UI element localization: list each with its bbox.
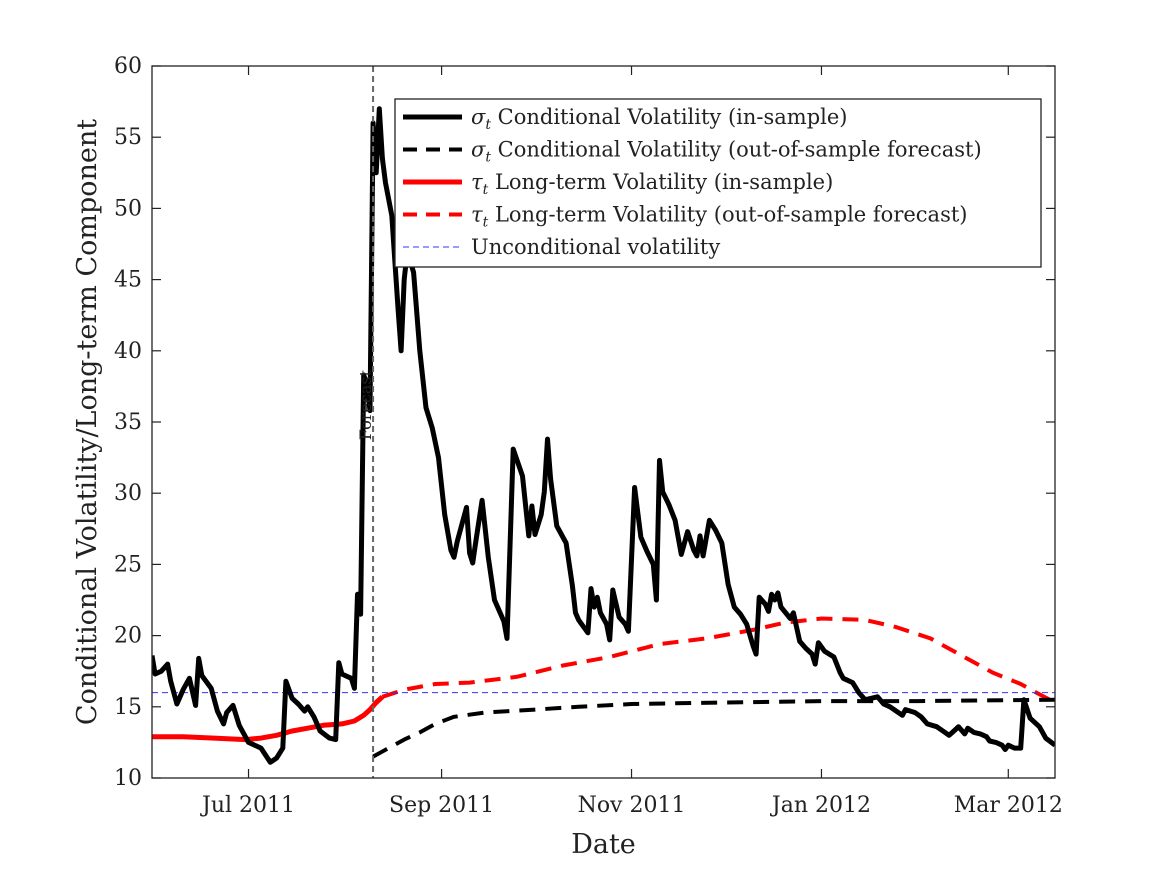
series-line-0 [152,106,1055,765]
y-tick-label: 25 [114,552,142,577]
y-tick-label: 50 [114,196,142,221]
x-tick-label: Jan 2012 [770,793,871,818]
series-layer [152,106,1055,765]
legend-symbol: τ [471,203,483,227]
legend-subscript: t [483,182,489,198]
legend-entry-4: Unconditional volatility [471,235,720,259]
y-tick-label: 15 [114,695,142,720]
y-tick-label: 40 [114,339,142,364]
legend: σt Conditional Volatility (in-sample)σt … [394,98,1042,268]
series-line-3 [381,616,1055,705]
y-tick-label: 45 [114,268,142,293]
forecast-label: Forecast [356,369,375,440]
y-tick-label: 35 [114,410,142,435]
legend-label: Conditional Volatility (out-of-sample fo… [491,138,982,162]
x-tick-label: Sep 2011 [389,793,494,818]
x-tick-label: Jul 2011 [200,793,295,818]
y-tick-label: 30 [114,481,142,506]
axes: 10 15 20 25 30 35 40 45 50 55 60 Jul 2011 Sep 2011 No… [72,54,1063,860]
x-tick-label: Nov 2011 [578,793,686,818]
y-tick-label: 55 [114,125,142,150]
y-tick-label: 10 [114,766,142,791]
forecast-marker: Forecast [356,66,375,778]
y-tick-label: 20 [114,624,142,649]
legend-entry-2: τt Long-term Volatility (in-sample) [471,170,833,198]
legend-box [394,98,1042,268]
legend-entry-1: σt Conditional Volatility (out-of-sample… [471,138,982,166]
legend-subscript: t [485,117,491,133]
legend-label: Long-term Volatility (in-sample) [488,170,833,194]
legend-subscript: t [485,150,491,166]
series-line-1 [372,697,1055,759]
legend-symbol: τ [471,170,483,194]
legend-label: Long-term Volatility (out-of-sample fore… [488,203,967,227]
y-axis-label: Conditional Volatility/Long-term Compone… [72,119,103,725]
legend-label: Unconditional volatility [471,235,720,259]
legend-subscript: t [483,215,489,231]
x-axis-label: Date [571,829,636,860]
legend-entry-0: σt Conditional Volatility (in-sample) [471,105,848,133]
x-tick-label: Mar 2012 [954,793,1063,818]
series-line-2 [152,694,385,743]
legend-symbol: σ [471,105,486,129]
legend-symbol: σ [471,138,486,162]
y-tick-label: 60 [114,54,142,79]
legend-label: Conditional Volatility (in-sample) [491,105,848,129]
legend-entry-3: τt Long-term Volatility (out-of-sample f… [471,203,967,231]
